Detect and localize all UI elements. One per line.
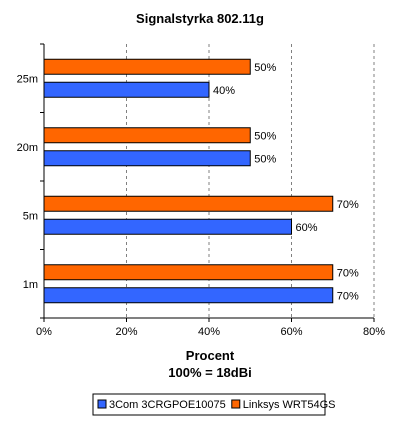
x-tick-label: 80% bbox=[363, 326, 385, 338]
y-tick-label: 5m bbox=[23, 210, 38, 222]
chart-title: Signalstyrka 802.11g bbox=[136, 11, 264, 26]
x-tick-label: 0% bbox=[36, 326, 52, 338]
legend-swatch-3com bbox=[97, 399, 107, 409]
data-label: 70% bbox=[337, 199, 359, 211]
data-label: 50% bbox=[254, 62, 276, 74]
y-tick-labels: 25m 20m 5m 1m bbox=[17, 73, 38, 291]
bar-linksys-1m bbox=[43, 264, 334, 281]
x-tick-label: 60% bbox=[280, 326, 302, 338]
y-tick-label: 20m bbox=[17, 142, 38, 154]
bar-linksys-25m bbox=[43, 58, 251, 75]
legend-label-3com: 3Com 3CRGPOE10075 bbox=[109, 399, 226, 411]
data-label: 70% bbox=[337, 267, 359, 279]
bar-3com-25m bbox=[43, 81, 210, 98]
y-tick-label: 25m bbox=[17, 73, 38, 85]
x-tick-label: 40% bbox=[198, 326, 220, 338]
axes bbox=[40, 43, 375, 322]
bar-3com-5m bbox=[43, 218, 292, 235]
data-label: 50% bbox=[254, 130, 276, 142]
data-label: 60% bbox=[296, 222, 318, 234]
data-label: 40% bbox=[213, 85, 235, 97]
bar-3com-20m bbox=[43, 150, 251, 167]
bar-linksys-20m bbox=[43, 127, 251, 144]
bars bbox=[43, 58, 334, 304]
data-label: 70% bbox=[337, 290, 359, 302]
x-axis-subtitle: 100% = 18dBi bbox=[168, 365, 251, 380]
x-tick-label: 20% bbox=[115, 326, 137, 338]
legend-swatch-linksys bbox=[231, 399, 241, 409]
bar-3com-1m bbox=[43, 287, 334, 304]
y-tick-label: 1m bbox=[23, 279, 38, 291]
legend-box bbox=[92, 393, 326, 416]
legend: 3Com 3CRGPOE10075 Linksys WRT54GS bbox=[92, 393, 336, 416]
x-tick-labels: 0% 20% 40% 60% 80% bbox=[36, 326, 385, 338]
data-label: 50% bbox=[254, 153, 276, 165]
bar-linksys-5m bbox=[43, 195, 334, 212]
x-axis-title: Procent bbox=[186, 348, 235, 363]
legend-label-linksys: Linksys WRT54GS bbox=[243, 399, 336, 411]
data-labels: 50% 40% 50% 50% 70% 60% 70% 70% bbox=[213, 62, 359, 303]
